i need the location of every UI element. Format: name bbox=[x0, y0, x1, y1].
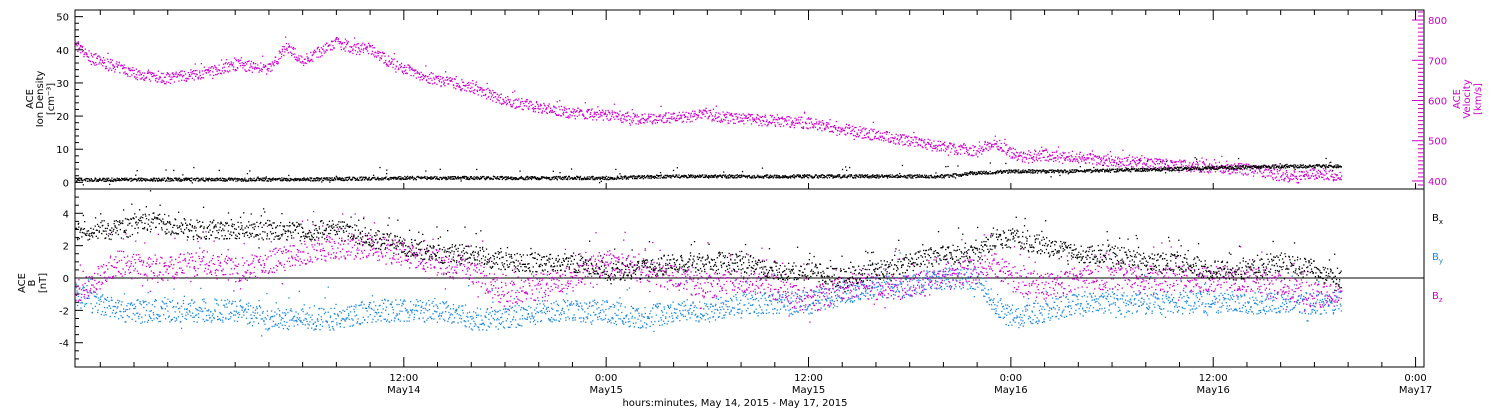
date-tick-label: May16 bbox=[994, 385, 1027, 396]
velocity-axis-label-unit: [km/s] bbox=[1473, 83, 1484, 115]
legend-by: By bbox=[1432, 252, 1443, 265]
density-tick-label: 10 bbox=[56, 145, 69, 156]
legend-bz-main: B bbox=[1432, 291, 1439, 302]
legend-by-main: B bbox=[1432, 252, 1439, 263]
date-tick-label: May14 bbox=[387, 385, 420, 396]
b-tick-label: 2 bbox=[63, 242, 69, 253]
density-tick-label: 0 bbox=[63, 178, 69, 189]
velocity-axis-label-ace: ACE bbox=[1452, 89, 1463, 109]
time-tick-label: 12:00 bbox=[389, 373, 418, 384]
time-tick-label: 12:00 bbox=[1199, 373, 1228, 384]
bz-series bbox=[74, 210, 1343, 323]
date-tick-label: May15 bbox=[589, 385, 622, 396]
legend-by-sub: y bbox=[1439, 257, 1443, 265]
time-tick-label: 12:00 bbox=[794, 373, 823, 384]
velocity-tick-label: 700 bbox=[1428, 56, 1447, 67]
density-tick-label: 50 bbox=[56, 13, 69, 24]
legend-bz: Bz bbox=[1432, 291, 1443, 304]
density-tick-label: 30 bbox=[56, 79, 69, 90]
b-tick-label: 0 bbox=[63, 274, 69, 285]
legend-bx: Bx bbox=[1432, 213, 1443, 226]
density-axis-label-name: Ion Density bbox=[35, 71, 46, 128]
b-tick-label: -4 bbox=[59, 339, 69, 350]
density-series bbox=[75, 157, 1342, 186]
velocity-tick-label: 800 bbox=[1428, 16, 1447, 27]
magnetic-field-panel: -4 -2 0 2 4 bbox=[59, 188, 1425, 368]
legend-bz-sub: z bbox=[1439, 296, 1443, 304]
b-axis-label-ace: ACE bbox=[17, 273, 28, 293]
time-axis: 12:00May140:00May1512:00May150:00May1612… bbox=[99, 10, 1432, 396]
b-tick-label: 4 bbox=[63, 209, 69, 220]
time-tick-label: 0:00 bbox=[1404, 373, 1426, 384]
density-tick-label: 20 bbox=[56, 112, 69, 123]
b-axis-label-unit: [nT] bbox=[38, 273, 49, 293]
legend-bx-sub: x bbox=[1439, 218, 1443, 226]
density-axis-label-unit: [cm⁻³] bbox=[46, 83, 57, 115]
by-series bbox=[75, 252, 1342, 337]
date-tick-label: May15 bbox=[792, 385, 825, 396]
time-tick-label: 0:00 bbox=[595, 373, 617, 384]
velocity-tick-label: 600 bbox=[1428, 97, 1447, 108]
velocity-axis-label-name: Velocity bbox=[1462, 79, 1473, 118]
b-axis-label-name: B bbox=[27, 279, 38, 286]
time-tick-label: 0:00 bbox=[1000, 373, 1022, 384]
velocity-tick-label: 400 bbox=[1428, 177, 1447, 188]
x-axis-title: hours:minutes, May 14, 2015 - May 17, 20… bbox=[622, 398, 847, 409]
density-axis-label-ace: ACE bbox=[25, 89, 36, 109]
density-tick-label: 40 bbox=[56, 46, 69, 57]
top-panel-frame bbox=[74, 9, 1425, 190]
date-tick-label: May17 bbox=[1399, 385, 1432, 396]
velocity-series bbox=[74, 36, 1343, 184]
density-velocity-panel: 0 10 20 30 40 50 400 500 600 700 800 bbox=[56, 9, 1447, 190]
date-tick-label: May16 bbox=[1197, 385, 1230, 396]
legend-bx-main: B bbox=[1432, 213, 1439, 224]
b-tick-label: -2 bbox=[59, 306, 69, 317]
bx-series bbox=[74, 190, 1342, 293]
velocity-tick-label: 500 bbox=[1428, 137, 1447, 148]
